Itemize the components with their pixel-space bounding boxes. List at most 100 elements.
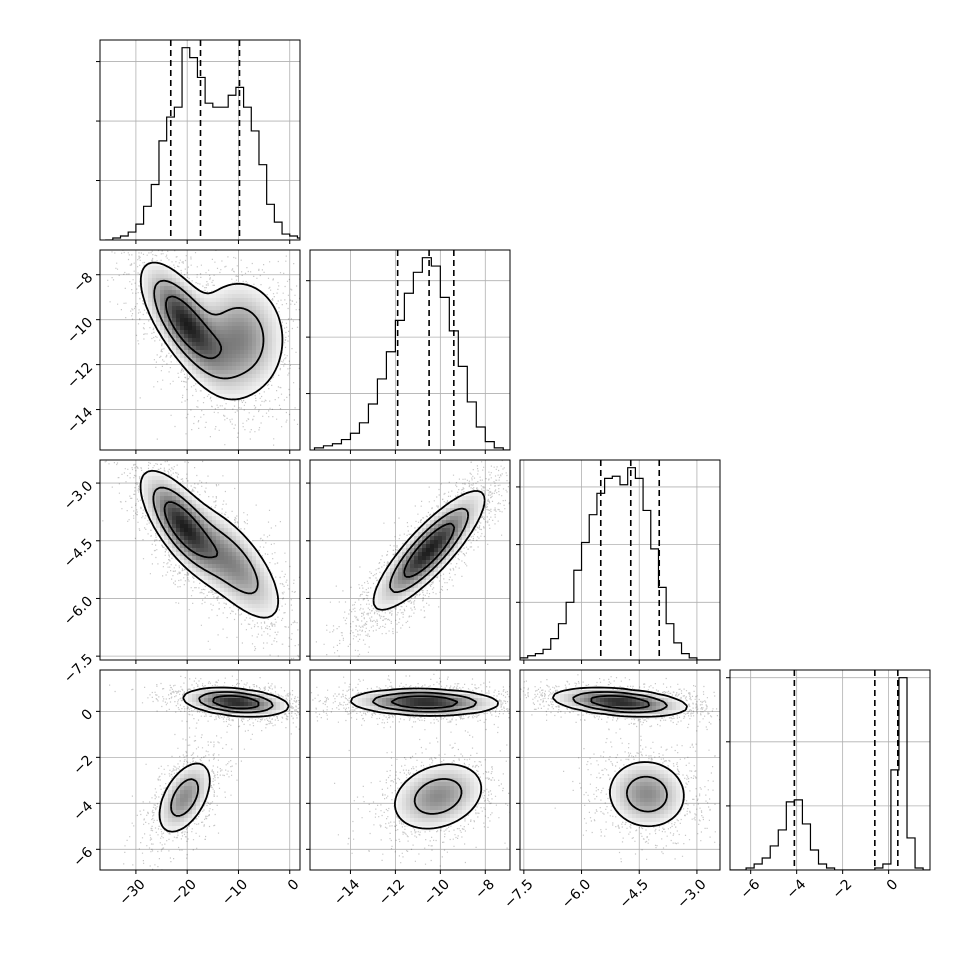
- density-cell: [442, 528, 447, 533]
- density-cell: [216, 294, 221, 299]
- density-cell: [176, 810, 181, 815]
- density-cell: [406, 568, 411, 573]
- density-cell: [248, 378, 253, 383]
- density-cell: [256, 698, 261, 703]
- density-cell: [196, 330, 201, 335]
- density-cell: [568, 694, 573, 699]
- density-cell: [172, 802, 177, 807]
- density-cell: [204, 552, 209, 557]
- density-cell: [378, 580, 383, 585]
- density-cell: [192, 338, 197, 343]
- density-cell: [442, 818, 447, 823]
- density-cell: [386, 596, 391, 601]
- density-cell: [236, 560, 241, 565]
- density-cell: [188, 568, 193, 573]
- density-cell: [256, 302, 261, 307]
- density-cell: [458, 802, 463, 807]
- density-cell: [152, 266, 157, 271]
- density-cell: [184, 310, 189, 315]
- density-cell: [240, 318, 245, 323]
- density-cell: [276, 702, 281, 707]
- density-cell: [256, 290, 261, 295]
- density-cell: [220, 544, 225, 549]
- density-cell: [656, 790, 661, 795]
- density-cell: [200, 346, 205, 351]
- density-cell: [680, 702, 685, 707]
- density-cell: [232, 572, 237, 577]
- density-cell: [216, 580, 221, 585]
- x-tick-label: −10: [219, 876, 251, 908]
- density-cell: [208, 572, 213, 577]
- x-tick-label: 0: [884, 876, 902, 894]
- density-cell: [240, 314, 245, 319]
- density-cell: [240, 552, 245, 557]
- density-cell: [232, 580, 237, 585]
- density-cell: [454, 544, 459, 549]
- density-cell: [224, 338, 229, 343]
- density-cell: [204, 770, 209, 775]
- density-cell: [220, 370, 225, 375]
- density-cell: [152, 520, 157, 525]
- density-cell: [160, 274, 165, 279]
- density-cell: [458, 496, 463, 501]
- density-cell: [240, 386, 245, 391]
- density-cell: [188, 286, 193, 291]
- density-cell: [268, 702, 273, 707]
- density-cell: [192, 790, 197, 795]
- density-cell: [160, 266, 165, 271]
- density-cell: [406, 790, 411, 795]
- density-cell: [196, 310, 201, 315]
- density-cell: [200, 314, 205, 319]
- density-cell: [434, 552, 439, 557]
- density-cell: [188, 694, 193, 699]
- density-cell: [656, 798, 661, 803]
- density-cell: [188, 520, 193, 525]
- density-cell: [466, 790, 471, 795]
- density-cell: [176, 290, 181, 295]
- density-cell: [184, 798, 189, 803]
- density-cell: [264, 584, 269, 589]
- density-cell: [422, 806, 427, 811]
- density-cell: [632, 806, 637, 811]
- density-cell: [224, 520, 229, 525]
- density-cell: [256, 600, 261, 605]
- density-cell: [164, 266, 169, 271]
- density-cell: [180, 806, 185, 811]
- density-cell: [160, 492, 165, 497]
- density-cell: [168, 826, 173, 831]
- density-cell: [168, 338, 173, 343]
- scatter-panel-1-2: [96, 249, 301, 454]
- density-cell: [264, 346, 269, 351]
- density-cell: [220, 346, 225, 351]
- density-cell: [470, 500, 475, 505]
- density-cell: [244, 592, 249, 597]
- density-cell: [184, 306, 189, 311]
- density-cell: [184, 322, 189, 327]
- density-cell: [584, 702, 589, 707]
- density-cell: [422, 552, 427, 557]
- density-cell: [248, 318, 253, 323]
- density-cell: [192, 552, 197, 557]
- density-cell: [228, 338, 233, 343]
- density-cell: [216, 536, 221, 541]
- density-cell: [268, 330, 273, 335]
- density-cell: [212, 556, 217, 561]
- density-cell: [478, 698, 483, 703]
- density-cell: [636, 786, 641, 791]
- density-cell: [648, 762, 653, 767]
- density-cell: [172, 552, 177, 557]
- density-cell: [264, 370, 269, 375]
- density-cell: [418, 818, 423, 823]
- density-cell: [212, 378, 217, 383]
- density-cell: [450, 528, 455, 533]
- density-cell: [224, 298, 229, 303]
- histogram-4: [730, 677, 930, 870]
- density-cell: [152, 508, 157, 513]
- density-cell: [232, 338, 237, 343]
- density-cell: [152, 270, 157, 275]
- density-cell: [636, 766, 641, 771]
- density-cell: [656, 794, 661, 799]
- density-cell: [168, 480, 173, 485]
- density-cell: [478, 504, 483, 509]
- density-cell: [172, 544, 177, 549]
